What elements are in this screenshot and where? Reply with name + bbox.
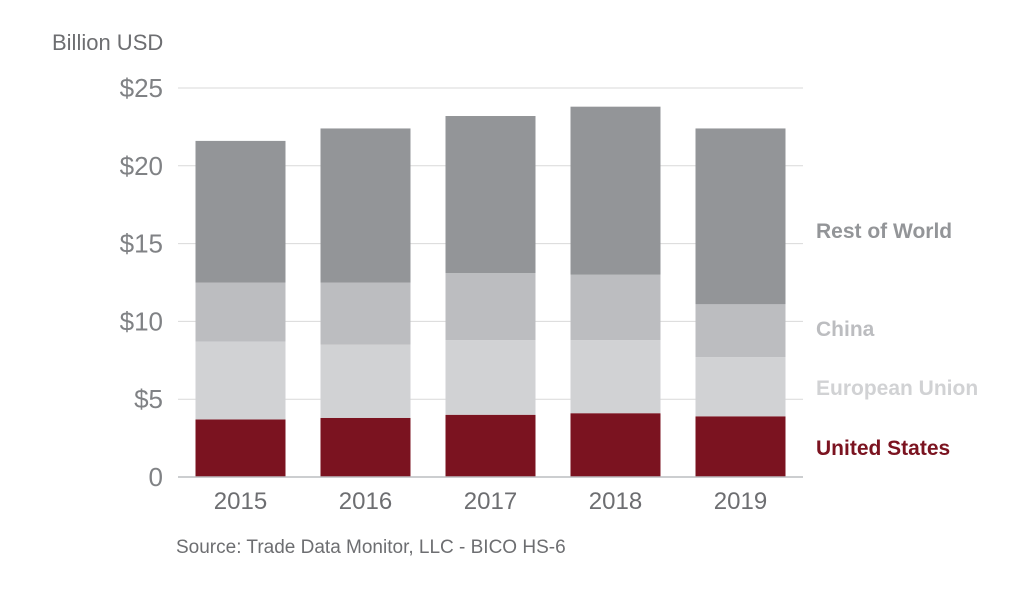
y-axis-label: Billion USD (52, 30, 163, 55)
source-note: Source: Trade Data Monitor, LLC - BICO H… (176, 537, 566, 558)
x-tick-label: 2018 (589, 488, 642, 515)
bar-segment-china (320, 282, 411, 345)
bar-segment-united-states (195, 419, 286, 477)
y-tick-label: $25 (120, 73, 163, 103)
bar-segment-united-states (320, 417, 411, 477)
x-tick-label: 2019 (714, 488, 767, 515)
bar-segment-rest-of-world (570, 106, 661, 275)
y-tick-label: $20 (120, 151, 163, 181)
x-tick-label: 2016 (339, 488, 392, 515)
x-tick-label: 2017 (464, 488, 517, 515)
x-axis-ticks: 2015 2016 2017 2018 2019 (214, 488, 767, 515)
bars (195, 106, 786, 477)
bar-segment-european-union (445, 340, 536, 415)
x-tick-label: 2015 (214, 488, 267, 515)
bar-segment-china (195, 282, 286, 342)
legend: United States European Union China Rest of … (816, 220, 978, 460)
y-tick-label: 0 (149, 462, 163, 492)
bar-segment-european-union (320, 344, 411, 418)
bar-segment-european-union (195, 341, 286, 420)
y-axis-ticks: 0 $5 $10 $15 $20 $25 (120, 73, 163, 492)
bar-segment-rest-of-world (695, 128, 786, 305)
legend-label-european-union: European Union (816, 377, 978, 400)
bar-segment-united-states (695, 416, 786, 477)
bar-segment-china (695, 304, 786, 358)
legend-label-rest-of-world: Rest of World (816, 220, 952, 243)
bar-segment-united-states (445, 414, 536, 477)
bar-segment-rest-of-world (195, 140, 286, 283)
bar-segment-china (570, 274, 661, 341)
y-tick-label: $10 (120, 306, 163, 336)
bar-segment-rest-of-world (320, 128, 411, 283)
y-tick-label: $5 (134, 384, 163, 414)
bar-segment-united-states (570, 413, 661, 477)
bar-segment-european-union (570, 340, 661, 414)
bar-segment-european-union (695, 357, 786, 417)
y-tick-label: $15 (120, 229, 163, 259)
legend-label-united-states: United States (816, 437, 950, 460)
legend-label-china: China (816, 318, 875, 341)
bar-segment-rest-of-world (445, 116, 536, 274)
bar-segment-china (445, 273, 536, 341)
